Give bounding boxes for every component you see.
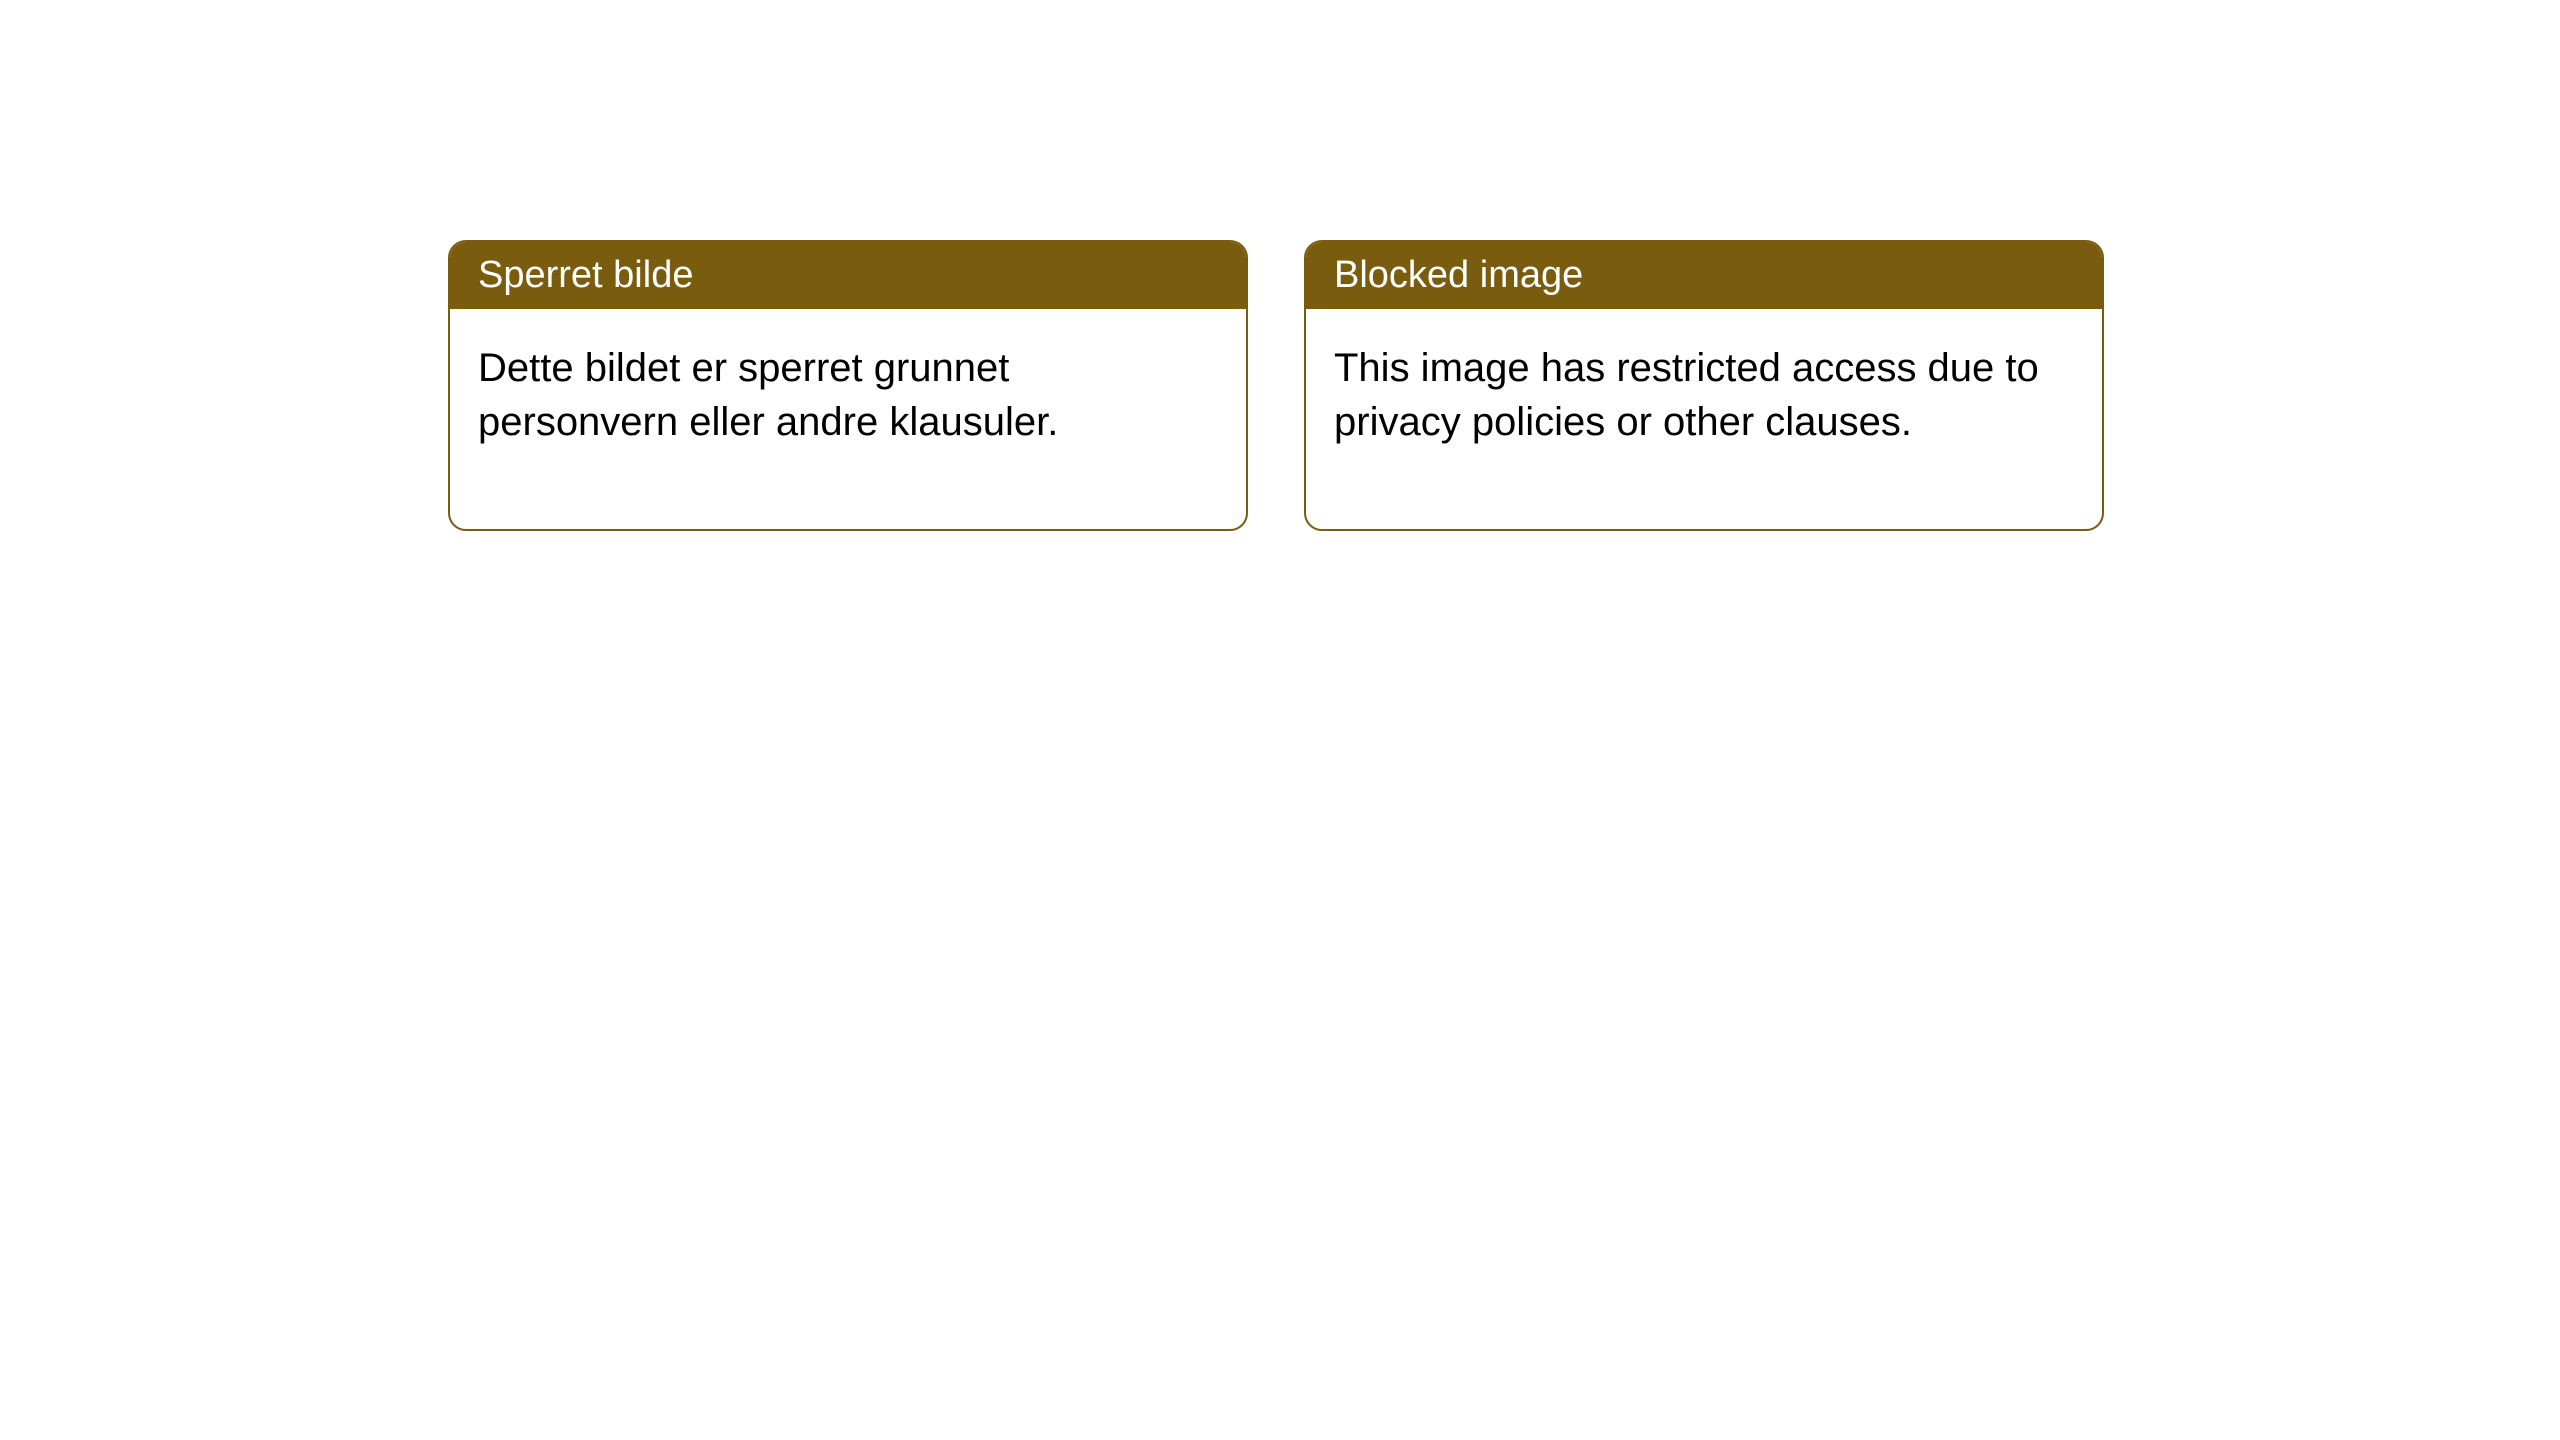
- notice-container: Sperret bilde Dette bildet er sperret gr…: [448, 240, 2104, 531]
- notice-body-english: This image has restricted access due to …: [1306, 309, 2102, 529]
- notice-card-english: Blocked image This image has restricted …: [1304, 240, 2104, 531]
- notice-card-norwegian: Sperret bilde Dette bildet er sperret gr…: [448, 240, 1248, 531]
- notice-body-norwegian: Dette bildet er sperret grunnet personve…: [450, 309, 1246, 529]
- notice-header-english: Blocked image: [1306, 242, 2102, 309]
- notice-header-norwegian: Sperret bilde: [450, 242, 1246, 309]
